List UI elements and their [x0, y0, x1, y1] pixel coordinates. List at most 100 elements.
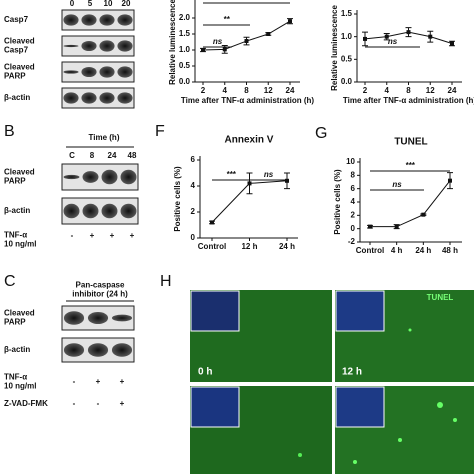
data-line — [370, 180, 451, 228]
treatment-sign: + — [90, 231, 95, 240]
treatment-label: Z-VAD-FMK — [4, 399, 48, 408]
lane-label: C — [69, 151, 75, 160]
x-axis-label: Time after TNF-α administration (h) — [343, 96, 474, 105]
chart-title: TUNEL — [394, 137, 427, 148]
x-tick-label: 2 — [201, 86, 206, 95]
band — [82, 203, 99, 219]
blot-header: inhibitor (24 h) — [72, 290, 128, 299]
row-label: Casp7 — [4, 46, 29, 55]
significance-label: ns — [264, 170, 274, 179]
row-label: β-actin — [4, 345, 30, 354]
lane-label: 10 — [104, 0, 113, 8]
chart: -2 0 2 4 6 8 10 Control 4 h 24 h 48 h Positive cell… — [315, 125, 462, 255]
significance-label: *** — [226, 170, 236, 179]
y-tick-label: 1.5 — [179, 29, 191, 38]
blot — [61, 61, 135, 83]
x-tick-label: 4 — [385, 86, 390, 95]
band — [81, 92, 97, 104]
x-tick-label: 4 — [223, 86, 228, 95]
band — [87, 343, 109, 357]
x-tick-label: 24 — [286, 86, 295, 95]
x-tick-label: Control — [198, 242, 226, 251]
data-point — [244, 39, 249, 44]
blot — [61, 87, 135, 109]
band — [63, 44, 79, 48]
y-tick-label: 1.0 — [341, 32, 353, 41]
band — [117, 92, 133, 104]
x-tick-label: 48 h — [442, 246, 458, 255]
significance-label: *** — [405, 161, 415, 170]
significance-label: ** — [223, 15, 230, 24]
y-axis-label: Relative luminescence — [168, 0, 177, 85]
x-tick-label: 12 — [426, 86, 435, 95]
lane-label: 8 — [90, 151, 95, 160]
data-point — [448, 178, 452, 183]
row-label: Casp7 — [4, 15, 29, 24]
band — [63, 14, 79, 26]
data-point — [222, 47, 227, 52]
chart-title: Annexin V — [225, 135, 274, 146]
row-label: Cleaved — [4, 309, 35, 318]
treatment-sign: + — [120, 377, 125, 386]
band — [101, 203, 118, 219]
treatment-sign: - — [73, 399, 76, 408]
x-tick-label: 8 — [244, 86, 249, 95]
data-point — [394, 224, 399, 229]
row-label: Cleaved — [4, 63, 35, 72]
band — [99, 92, 115, 104]
lane-label: 5 — [88, 0, 93, 8]
lane-label: 24 — [108, 151, 117, 160]
chart: 0 2 4 6 Control 12 h 24 h Positive cells (%) Ann… — [155, 123, 298, 251]
band — [111, 314, 133, 322]
y-tick-label: 1.5 — [341, 9, 353, 18]
blot-header: Time (h) — [89, 133, 120, 142]
band — [63, 343, 85, 357]
row-label: PARP — [4, 318, 26, 327]
data-point — [210, 220, 214, 225]
data-point — [450, 41, 454, 46]
data-point — [428, 34, 433, 39]
y-axis-label: Positive cells (%) — [173, 166, 182, 232]
y-tick-label: -2 — [348, 237, 356, 246]
data-point — [368, 224, 372, 229]
y-tick-label: 0.0 — [179, 77, 191, 86]
band — [63, 174, 80, 180]
y-tick-label: 2 — [351, 210, 356, 219]
row-label: PARP — [4, 72, 26, 81]
y-tick-label: 6 — [191, 155, 196, 164]
x-tick-label: 12 h — [241, 242, 257, 251]
treatment-sign: - — [97, 399, 100, 408]
panel-letter: C — [4, 273, 16, 290]
x-tick-label: 4 h — [391, 246, 403, 255]
y-tick-label: 1.0 — [179, 45, 191, 54]
band — [120, 169, 137, 185]
x-tick-label: 12 — [264, 86, 273, 95]
x-tick-label: 8 — [406, 86, 411, 95]
row-label: Cleaved — [4, 168, 35, 177]
band — [81, 40, 97, 52]
band — [63, 311, 85, 325]
treatment-sign: + — [120, 399, 125, 408]
band — [82, 171, 99, 183]
band — [63, 203, 80, 219]
band — [117, 66, 133, 78]
y-tick-label: 4 — [351, 197, 356, 206]
row-label: Cleaved — [4, 37, 35, 46]
y-tick-label: 0 — [191, 233, 196, 242]
y-tick-label: 0.5 — [341, 54, 353, 63]
band — [117, 14, 133, 26]
time-label: 0 h — [198, 367, 212, 378]
data-point — [285, 178, 289, 183]
band — [63, 92, 79, 104]
data-point — [384, 34, 389, 39]
data-point — [288, 19, 292, 24]
lane-label: 20 — [122, 0, 131, 8]
significance-label: *** — [242, 0, 252, 2]
panel-letter: G — [315, 125, 327, 142]
panel-letter: H — [160, 273, 172, 290]
x-tick-label: 24 h — [415, 246, 431, 255]
x-tick-label: 24 — [448, 86, 457, 95]
